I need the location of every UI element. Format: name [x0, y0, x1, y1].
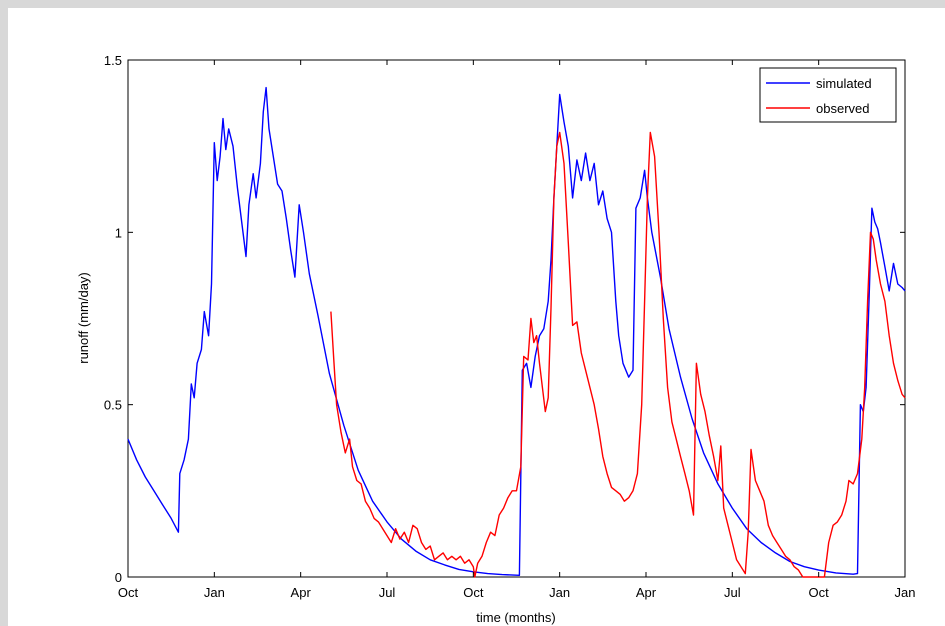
- tick-layer: Oct Jan Apr Jul Oct Jan Apr Jul Oct Jan 0 0.5 1 1.5: [104, 53, 916, 600]
- y-tick-label: 1: [115, 225, 122, 240]
- x-tick-label: Oct: [809, 585, 830, 600]
- legend-simulated-label: simulated: [816, 76, 872, 91]
- legend-observed-label: observed: [816, 101, 869, 116]
- legend-box: [759, 67, 897, 123]
- x-tick-label: Jul: [724, 585, 741, 600]
- x-tick-label: Oct: [463, 585, 484, 600]
- y-axis-title: runoff (mm/day): [76, 272, 91, 364]
- x-axis-title: time (months): [476, 610, 555, 625]
- series-line-observed: [330, 131, 906, 578]
- plot-area: [127, 59, 906, 578]
- legend: simulated observed: [759, 67, 897, 123]
- x-tick-label: Oct: [118, 585, 139, 600]
- x-tick-label: Jan: [549, 585, 570, 600]
- series-layer: [127, 86, 906, 578]
- y-tick-label: 0.5: [104, 398, 122, 413]
- series-line-simulated: [127, 86, 906, 576]
- x-tick-label: Jan: [204, 585, 225, 600]
- x-tick-label: Jul: [379, 585, 396, 600]
- y-tick-label: 1.5: [104, 53, 122, 68]
- x-tick-label: Jan: [895, 585, 916, 600]
- x-tick-label: Apr: [636, 585, 657, 600]
- y-tick-label: 0: [115, 570, 122, 585]
- x-tick-label: Apr: [291, 585, 312, 600]
